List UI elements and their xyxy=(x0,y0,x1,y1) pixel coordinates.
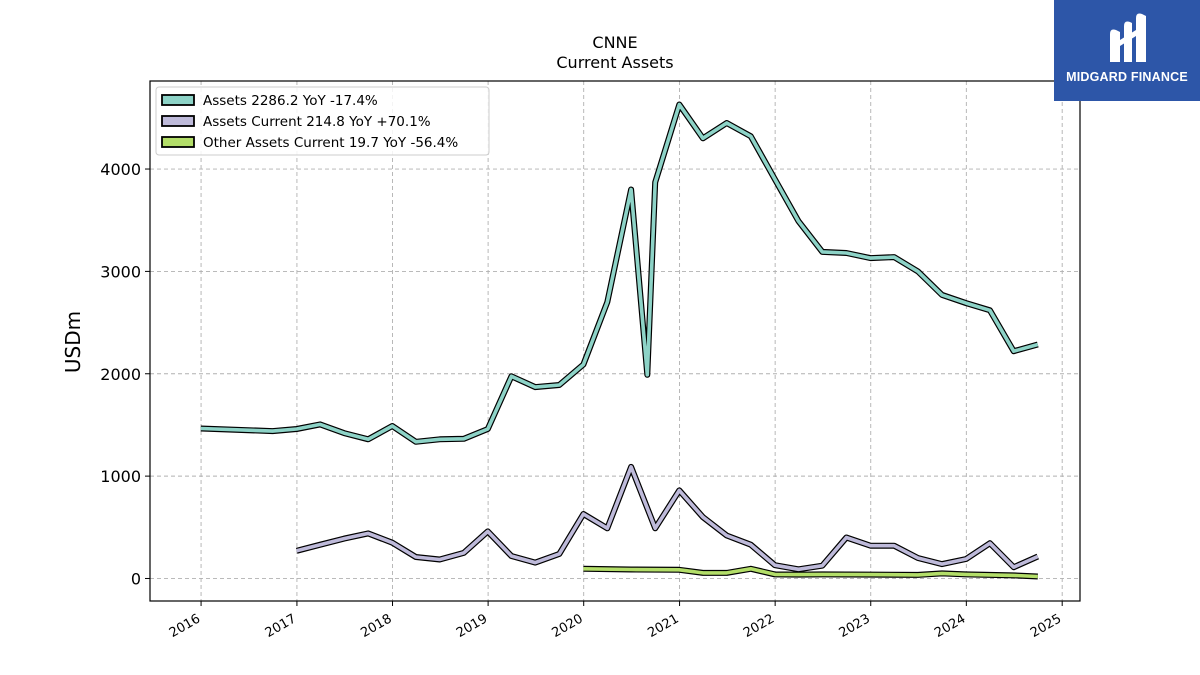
x-tick-label: 2019 xyxy=(454,611,490,641)
legend-swatch-3 xyxy=(161,136,195,148)
x-tick-label: 2020 xyxy=(550,611,586,641)
x-tick-label: 2023 xyxy=(837,611,873,641)
x-tick-label: 2018 xyxy=(358,611,394,641)
x-tick-label: 2021 xyxy=(645,611,681,641)
x-tick-label: 2024 xyxy=(932,611,968,641)
chart-title: CNNE xyxy=(592,33,637,52)
legend-swatch-2 xyxy=(161,115,195,127)
legend-box xyxy=(155,86,490,156)
y-tick-label: 1000 xyxy=(100,467,141,486)
legend: Assets 2286.2 YoY -17.4% Assets Current 2… xyxy=(155,86,490,156)
plot-frame xyxy=(149,80,1081,602)
y-tick-label: 2000 xyxy=(100,365,141,384)
legend-entry-1: Assets 2286.2 YoY -17.4% xyxy=(203,93,378,109)
grid xyxy=(150,81,1080,601)
midgard-finance-logo: MIDGARD FINANCE xyxy=(1054,0,1200,101)
series-line-2 xyxy=(296,465,1039,572)
legend-entry-2: Assets Current 214.8 YoY +70.1% xyxy=(203,114,431,130)
y-axis: 0 1000 2000 3000 4000 xyxy=(100,160,150,588)
chart-subtitle: Current Assets xyxy=(556,53,673,72)
y-tick-label: 4000 xyxy=(100,160,141,179)
x-axis: 2016 2017 2018 2019 2020 2021 2022 2023 2024 2025 xyxy=(167,601,1064,641)
series-lines xyxy=(200,101,1040,580)
legend-swatch-1 xyxy=(161,94,195,106)
x-tick-label: 2017 xyxy=(263,611,299,641)
legend-entry-3: Other Assets Current 19.7 YoY -56.4% xyxy=(203,135,458,151)
y-tick-label: 3000 xyxy=(100,262,141,281)
logo-text: MIDGARD FINANCE xyxy=(1066,70,1188,84)
series-line-1 xyxy=(200,102,1039,444)
y-axis-label: USDm xyxy=(61,311,85,373)
series-line-3 xyxy=(583,567,1038,579)
y-tick-label: 0 xyxy=(131,569,141,588)
x-tick-label: 2025 xyxy=(1028,611,1064,641)
x-tick-label: 2022 xyxy=(741,611,777,641)
logo-mark-icon xyxy=(1110,13,1146,62)
x-tick-label: 2016 xyxy=(167,611,203,641)
